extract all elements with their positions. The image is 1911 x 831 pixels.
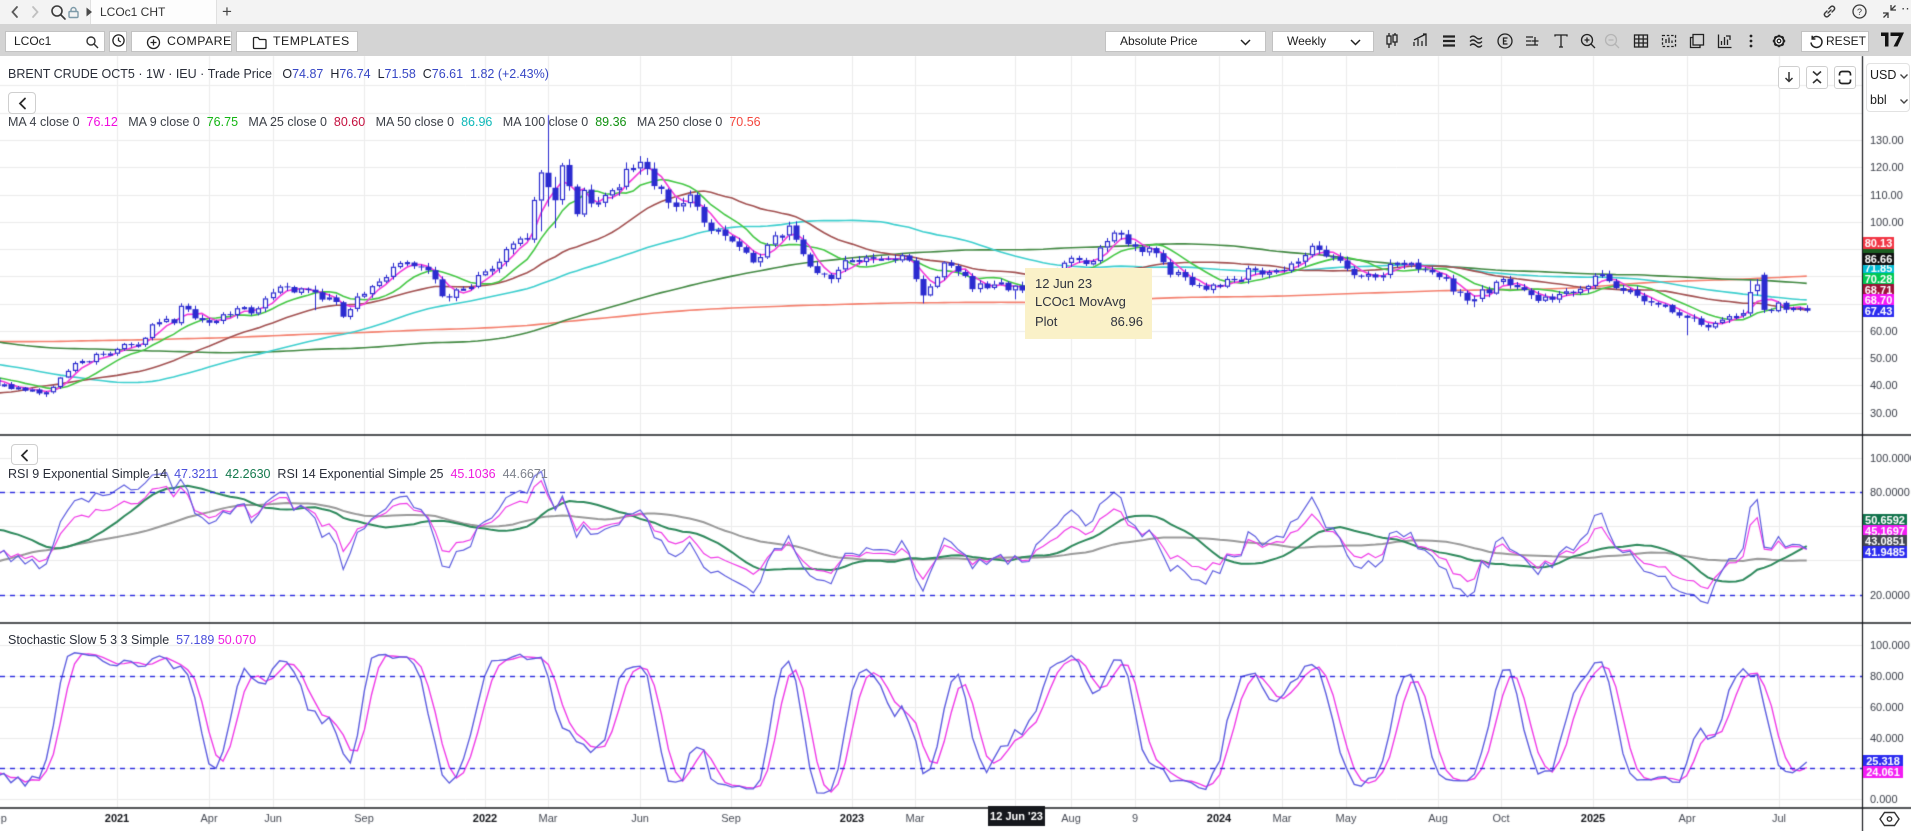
svg-text:?: ? <box>1857 7 1862 17</box>
